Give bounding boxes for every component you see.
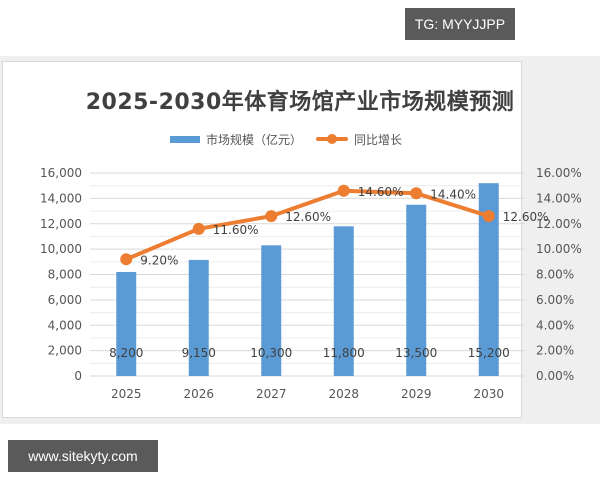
bar-value-label: 11,800 bbox=[323, 346, 365, 360]
bar-value-label: 15,200 bbox=[468, 346, 510, 360]
bar-value-label: 9,150 bbox=[182, 346, 216, 360]
legend-line-label: 同比增长 bbox=[354, 132, 403, 147]
right-axis-tick: 16.00% bbox=[536, 166, 582, 180]
legend-bar-label: 市场规模（亿元） bbox=[206, 132, 303, 147]
left-axis-tick: 2,000 bbox=[48, 344, 82, 358]
site-badge: www.sitekyty.com bbox=[8, 440, 158, 472]
x-axis-label: 2025 bbox=[111, 387, 142, 401]
x-axis-label: 2030 bbox=[473, 387, 504, 401]
line-marker bbox=[410, 187, 423, 200]
line-data-labels: 9.20% 11.60% 12.60% 14.60% 14.40% 12.60% bbox=[140, 185, 548, 268]
left-axis-tick: 12,000 bbox=[40, 217, 82, 231]
x-axis-label: 2026 bbox=[183, 387, 214, 401]
right-axis-tick: 10.00% bbox=[536, 242, 582, 256]
left-axis-tick: 4,000 bbox=[48, 318, 82, 332]
line-marker bbox=[265, 210, 278, 223]
line-marker bbox=[482, 210, 495, 223]
line-value-label: 11.60% bbox=[213, 223, 259, 237]
line-marker bbox=[337, 184, 350, 197]
right-axis-tick: 0.00% bbox=[536, 369, 574, 383]
bar bbox=[406, 204, 427, 376]
right-axis-tick: 12.00% bbox=[536, 217, 582, 231]
left-axis-tick: 16,000 bbox=[40, 166, 82, 180]
bar bbox=[188, 259, 209, 376]
x-axis-label: 2027 bbox=[256, 387, 287, 401]
line-marker bbox=[120, 253, 133, 266]
left-axis-tick: 10,000 bbox=[40, 242, 82, 256]
chart-title: 2025-2030年体育场馆产业市场规模预测 bbox=[85, 90, 515, 115]
legend-bar-swatch bbox=[170, 135, 200, 143]
left-axis-tick: 6,000 bbox=[48, 293, 82, 307]
line-value-label: 14.60% bbox=[358, 185, 404, 199]
line-value-label: 12.60% bbox=[503, 210, 549, 224]
bar bbox=[333, 226, 354, 376]
bar-series bbox=[116, 183, 499, 376]
line-value-label: 12.60% bbox=[285, 210, 331, 224]
line-value-label: 9.20% bbox=[140, 253, 178, 267]
bar bbox=[116, 271, 137, 376]
bar-value-label: 10,300 bbox=[250, 346, 292, 360]
legend-line-swatch bbox=[316, 132, 349, 146]
line-series bbox=[120, 184, 495, 266]
bar-value-label: 13,500 bbox=[395, 346, 437, 360]
left-axis-tick: 14,000 bbox=[40, 191, 82, 205]
bar bbox=[261, 245, 282, 376]
line-value-label: 14.40% bbox=[430, 187, 476, 201]
bar-value-label: 8,200 bbox=[109, 346, 143, 360]
right-axis-tick: 6.00% bbox=[536, 293, 574, 307]
tg-badge: TG: MYYJJPP bbox=[405, 8, 515, 40]
gridlines bbox=[90, 172, 525, 377]
x-axis-labels: 2025 2026 2027 2028 2029 2030 bbox=[111, 387, 504, 401]
x-axis-label: 2028 bbox=[328, 387, 359, 401]
right-axis-tick: 14.00% bbox=[536, 191, 582, 205]
left-axis-tick: 8,000 bbox=[48, 268, 82, 282]
right-axis-tick: 4.00% bbox=[536, 318, 574, 332]
left-axis-ticks: 0 2,000 4,000 6,000 8,000 10,000 12,000 14,000 1… bbox=[40, 166, 82, 383]
right-axis-tick: 8.00% bbox=[536, 268, 574, 282]
x-axis-label: 2029 bbox=[401, 387, 432, 401]
right-axis-tick: 2.00% bbox=[536, 344, 574, 358]
chart-legend: 市场规模（亿元） 同比增长 bbox=[170, 130, 402, 148]
left-axis-tick: 0 bbox=[74, 369, 82, 383]
bar bbox=[478, 183, 499, 376]
right-axis-ticks: 0.00% 2.00% 4.00% 6.00% 8.00% 10.00% 12.00% 14.… bbox=[536, 166, 582, 383]
bar-data-labels: 8,200 9,150 10,300 11,800 13,500 15,200 bbox=[109, 346, 510, 360]
line-marker bbox=[192, 222, 205, 235]
